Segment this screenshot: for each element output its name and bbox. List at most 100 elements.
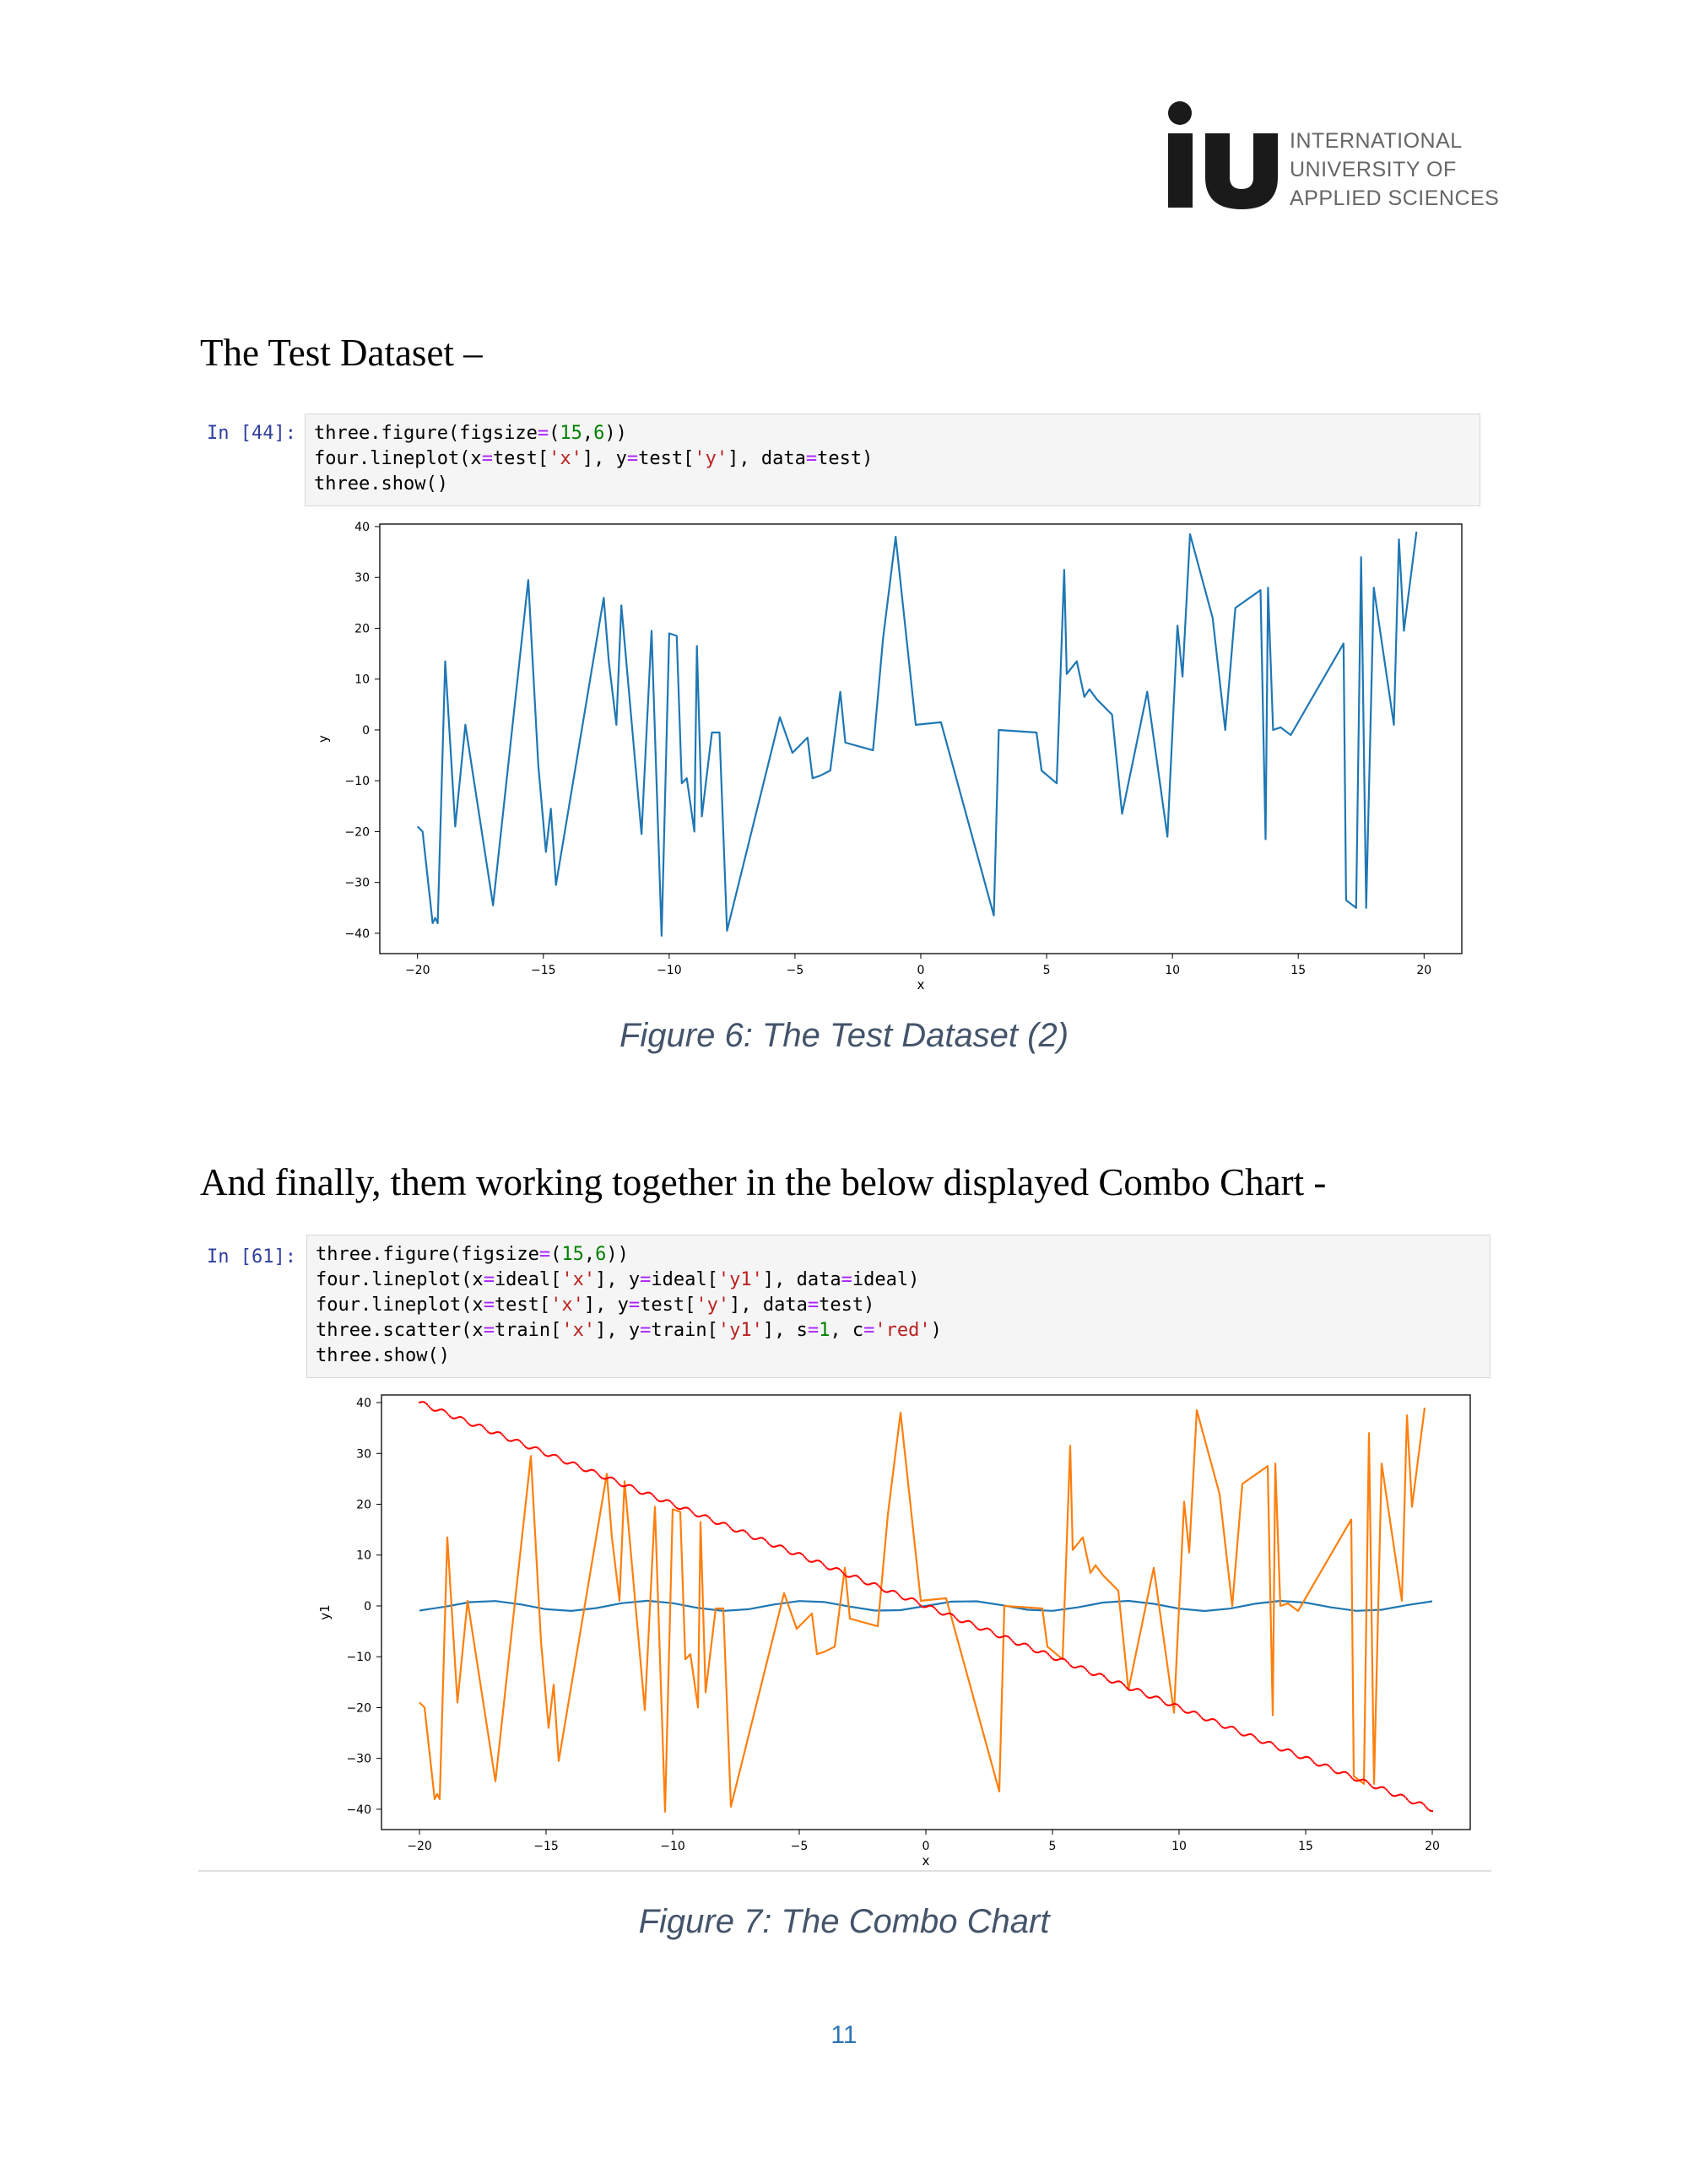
scatter-point	[431, 1408, 434, 1411]
scatter-point	[587, 1469, 589, 1472]
scatter-point	[1418, 1801, 1420, 1803]
scatter-point	[540, 1450, 543, 1452]
scatter-point	[1000, 1635, 1003, 1638]
code-token: ideal)	[852, 1269, 920, 1290]
scatter-point	[965, 1620, 967, 1623]
scatter-point	[1318, 1765, 1321, 1767]
x-tick-label: 10	[1165, 964, 1180, 977]
scatter-point	[904, 1598, 906, 1601]
scatter-point	[682, 1507, 684, 1510]
code-token: =	[805, 448, 818, 469]
scatter-point	[1033, 1651, 1036, 1653]
scatter-point	[517, 1439, 520, 1441]
scatter-point	[967, 1619, 970, 1622]
scatter-point	[1133, 1689, 1136, 1691]
code-token: =	[483, 1320, 495, 1341]
scatter-point	[966, 1619, 968, 1622]
scatter-point	[1103, 1674, 1106, 1677]
scatter-point	[551, 1454, 554, 1457]
scatter-point	[815, 1560, 818, 1562]
page-number: 11	[830, 2021, 858, 2049]
scatter-point	[1427, 1808, 1430, 1811]
scatter-point	[1217, 1722, 1220, 1724]
scatter-point	[487, 1430, 490, 1433]
scatter-point	[1071, 1666, 1074, 1668]
scatter-point	[452, 1417, 455, 1419]
scatter-point	[1174, 1703, 1177, 1706]
scatter-point	[1380, 1786, 1382, 1788]
chart-svg: −20 −15 −10 −5 0 5 10 15 20 −40 −30 −20 −10 0 10 20 30 40…	[316, 521, 1463, 992]
scatter-point	[1046, 1652, 1048, 1654]
scatter-point	[705, 1514, 707, 1516]
y-tick-label: −20	[344, 825, 370, 839]
scatter-point	[889, 1590, 891, 1592]
scatter-point	[1034, 1651, 1036, 1653]
scatter-point	[867, 1583, 869, 1586]
code-token: , c	[830, 1320, 864, 1341]
scatter-point	[1301, 1756, 1304, 1759]
code-cell[interactable]: three.figure(figsize=(15,6)) four.lineplo…	[305, 414, 1480, 506]
scatter-point	[649, 1492, 652, 1495]
scatter-point	[798, 1552, 800, 1554]
x-tick-label: −10	[660, 1840, 685, 1853]
scatter-point	[1356, 1780, 1359, 1782]
scatter-point	[731, 1529, 733, 1532]
scatter-point	[1122, 1683, 1124, 1685]
scatter-point	[1198, 1714, 1200, 1716]
scatter-point	[573, 1461, 576, 1463]
scatter-point	[625, 1484, 627, 1487]
scatter-point	[450, 1416, 452, 1419]
scatter-point	[703, 1514, 706, 1516]
y-tick-label: 10	[356, 1549, 371, 1563]
code-token: three.figure(figsize	[316, 1244, 539, 1265]
scatter-point	[1192, 1711, 1194, 1713]
scatter-point	[663, 1500, 665, 1502]
scatter-point	[531, 1446, 533, 1449]
scatter-point	[1357, 1779, 1360, 1781]
scatter-point	[1377, 1787, 1380, 1789]
scatter-point	[543, 1452, 545, 1455]
scatter-point	[1028, 1645, 1031, 1647]
scatter-point	[667, 1499, 669, 1501]
scatter-point	[665, 1499, 668, 1501]
scatter-point	[544, 1454, 546, 1457]
scatter-point	[1288, 1749, 1290, 1751]
scatter-point	[760, 1537, 762, 1539]
scatter-point	[943, 1614, 945, 1616]
figure-caption: Figure 6: The Test Dataset (2)	[619, 1017, 1069, 1054]
scatter-point	[1142, 1692, 1144, 1695]
scatter-point	[495, 1431, 498, 1434]
code-cell[interactable]: three.figure(figsize=(15,6)) four.lineplo…	[306, 1235, 1491, 1378]
scatter-point	[1195, 1711, 1198, 1714]
scatter-point	[1013, 1641, 1015, 1644]
scatter-point	[1165, 1703, 1167, 1706]
scatter-point	[662, 1500, 664, 1502]
scatter-point	[1273, 1743, 1275, 1746]
scatter-point	[1384, 1787, 1387, 1790]
scatter-point	[955, 1617, 957, 1619]
scatter-point	[1372, 1786, 1374, 1788]
scatter-point	[1256, 1738, 1258, 1741]
scatter-point	[993, 1634, 996, 1636]
scatter-point	[896, 1592, 899, 1594]
scatter-point	[697, 1516, 700, 1518]
scatter-point	[905, 1598, 907, 1601]
scatter-point	[1063, 1658, 1066, 1661]
scatter-point	[762, 1537, 765, 1539]
scatter-point	[1322, 1764, 1324, 1766]
scatter-point	[644, 1492, 647, 1495]
code-token: 'y'	[694, 448, 728, 469]
scatter-point	[614, 1479, 616, 1481]
scatter-point	[432, 1409, 435, 1412]
scatter-point	[922, 1606, 924, 1608]
scatter-point	[836, 1567, 839, 1570]
code-token: ,	[582, 423, 594, 444]
scatter-point	[1261, 1742, 1263, 1744]
scatter-point	[636, 1490, 639, 1493]
scatter-point	[1218, 1722, 1220, 1725]
scatter-point	[635, 1489, 637, 1491]
scatter-point	[1160, 1698, 1162, 1700]
scatter-point	[548, 1455, 550, 1457]
scatter-point	[1407, 1799, 1409, 1802]
scatter-point	[1182, 1709, 1184, 1711]
